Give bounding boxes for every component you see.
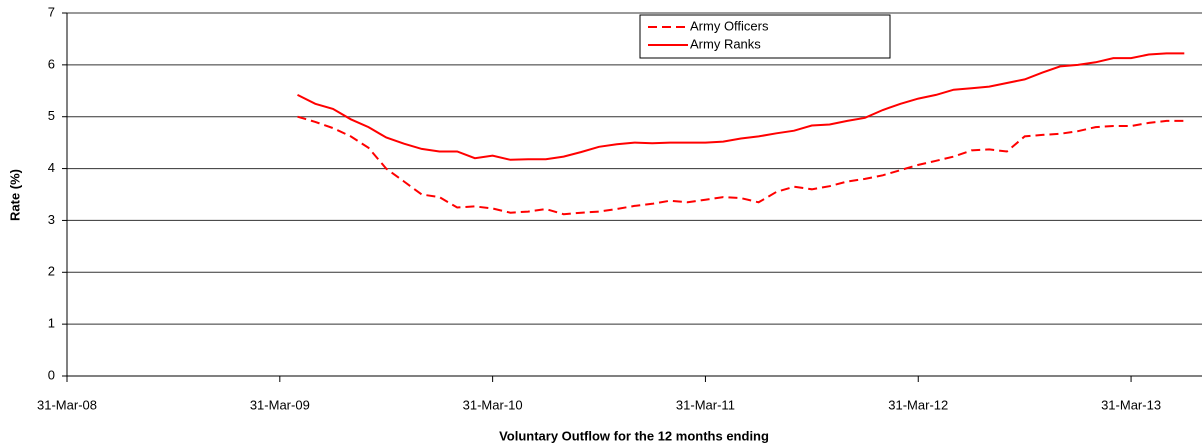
y-axis-title: Rate (%): [7, 169, 22, 221]
legend-label: Army Ranks: [690, 36, 761, 51]
y-tick-label: 5: [48, 108, 55, 123]
x-tick-label: 31-Mar-09: [250, 397, 310, 412]
x-axis-title: Voluntary Outflow for the 12 months endi…: [499, 428, 769, 443]
y-tick-label: 4: [48, 160, 55, 175]
x-tick-label: 31-Mar-12: [888, 397, 948, 412]
x-tick-label: 31-Mar-08: [37, 397, 97, 412]
data-line: [297, 52, 1185, 161]
y-tick-label: 0: [48, 367, 55, 382]
data-line: [297, 115, 1185, 216]
y-tick-label: 6: [48, 56, 55, 71]
legend-label: Army Officers: [690, 18, 769, 33]
y-tick-label: 2: [48, 264, 55, 279]
x-tick-label: 31-Mar-10: [463, 397, 523, 412]
y-tick-label: 1: [48, 316, 55, 331]
y-tick-label: 3: [48, 212, 55, 227]
x-tick-label: 31-Mar-11: [676, 397, 735, 412]
legend-box: [639, 14, 891, 59]
x-tick-label: 31-Mar-13: [1101, 397, 1161, 412]
y-tick-label: 7: [48, 4, 55, 19]
